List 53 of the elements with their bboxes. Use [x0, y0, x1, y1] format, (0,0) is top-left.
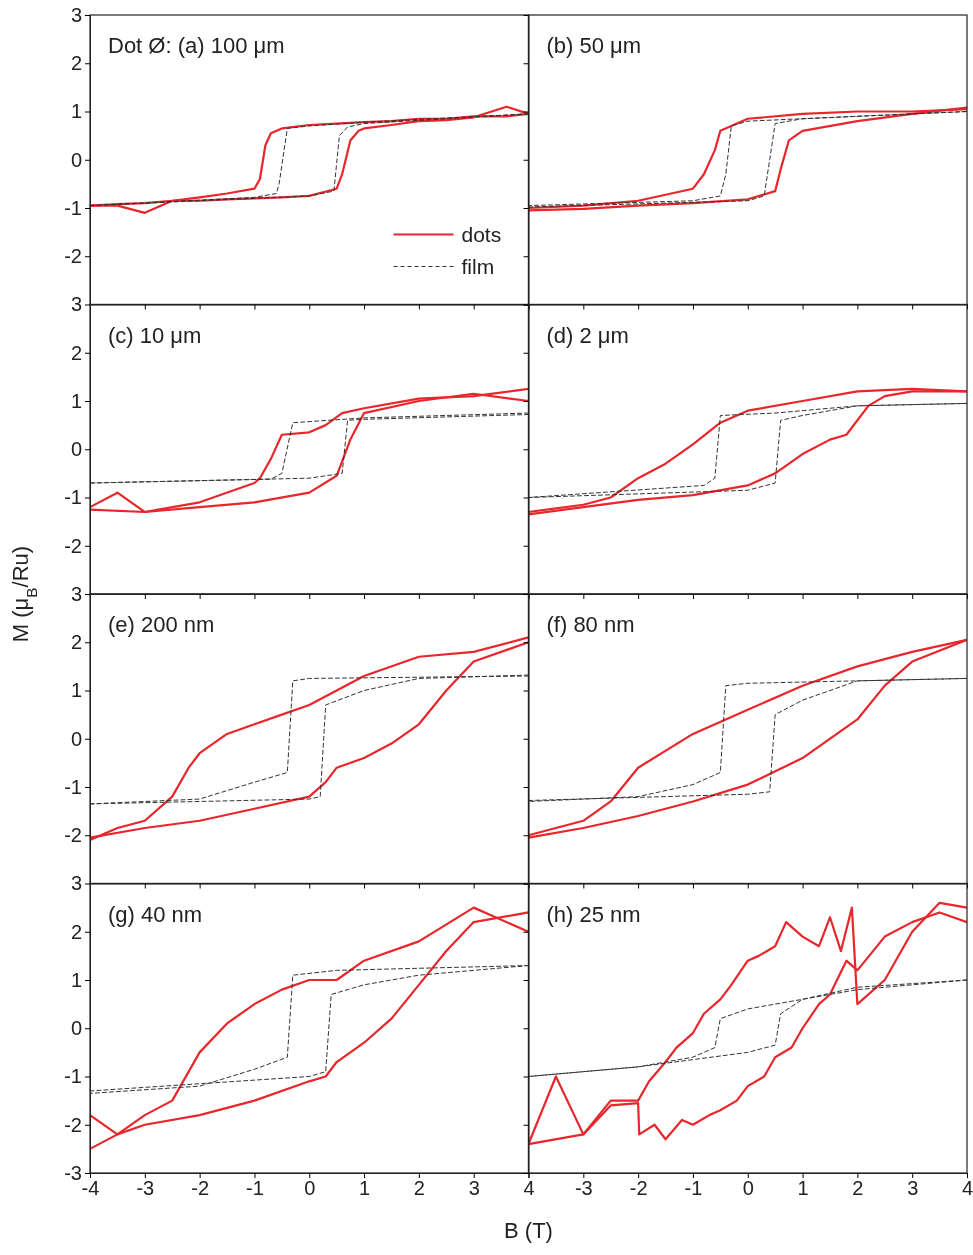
- y-tick-label: 3: [70, 872, 82, 895]
- y-tick-label: -2: [64, 1113, 82, 1136]
- y-tick-label: 2: [70, 52, 82, 75]
- y-tick-label: -3: [64, 1161, 82, 1184]
- y-tick-label: 1: [70, 679, 82, 702]
- x-tick-label: 0: [304, 1177, 316, 1200]
- text: (g) 40 nm: [108, 901, 203, 927]
- y-tick-label: -2: [64, 824, 82, 847]
- x-tick-label: 2: [413, 1177, 425, 1200]
- x-tick-label: 4: [523, 1177, 535, 1200]
- y-tick-label: 0: [70, 438, 82, 461]
- y-tick-label: 2: [70, 920, 82, 943]
- legend-label: dots: [461, 222, 502, 246]
- x-tick-label: 3: [907, 1177, 919, 1200]
- x-tick-label: -1: [684, 1177, 703, 1200]
- y-tick-label: 3: [70, 293, 82, 316]
- y-tick-label: -2: [64, 245, 82, 268]
- x-tick-label: 0: [742, 1177, 754, 1200]
- text: Dot Ø: (a) 100 μm: [108, 33, 285, 58]
- x-tick-label: -2: [629, 1177, 648, 1200]
- x-axis-title: B (T): [504, 1218, 553, 1243]
- y-tick-label: -2: [64, 534, 82, 557]
- y-tick-label: 2: [70, 341, 82, 364]
- x-tick-label: -1: [246, 1177, 264, 1200]
- y-tick-label: 1: [70, 100, 82, 123]
- text: (e) 200 nm: [108, 612, 215, 637]
- y-tick-label: 3: [70, 582, 82, 605]
- y-tick-label: 2: [70, 631, 82, 654]
- y-tick-label: -1: [64, 486, 82, 509]
- x-tick-label: 4: [961, 1177, 973, 1200]
- x-tick-label: 2: [852, 1177, 864, 1200]
- x-tick-label: 1: [797, 1177, 809, 1200]
- y-tick-label: -1: [64, 775, 82, 798]
- x-tick-label: -3: [574, 1177, 593, 1200]
- y-tick-label: 1: [70, 968, 82, 991]
- text: (c) 10 μm: [108, 322, 202, 348]
- y-tick-label: 3: [70, 3, 82, 26]
- y-tick-label: 0: [70, 1017, 82, 1040]
- x-tick-label: 3: [468, 1177, 480, 1200]
- x-tick-label: -4: [81, 1177, 100, 1200]
- y-tick-label: 0: [70, 727, 82, 750]
- text: (d) 2 μm: [546, 322, 629, 348]
- x-tick-label: -2: [191, 1177, 210, 1200]
- text: (h) 25 nm: [546, 901, 641, 927]
- y-tick-label: 1: [70, 389, 82, 412]
- y-tick-label: -1: [64, 1065, 82, 1088]
- legend-label: film: [461, 254, 495, 278]
- x-tick-label: 1: [359, 1177, 371, 1200]
- y-tick-label: 0: [70, 148, 82, 171]
- text: (b) 50 μm: [546, 33, 642, 58]
- y-tick-label: -1: [64, 196, 82, 219]
- text: (f) 80 nm: [546, 612, 635, 637]
- x-tick-label: -3: [136, 1177, 155, 1200]
